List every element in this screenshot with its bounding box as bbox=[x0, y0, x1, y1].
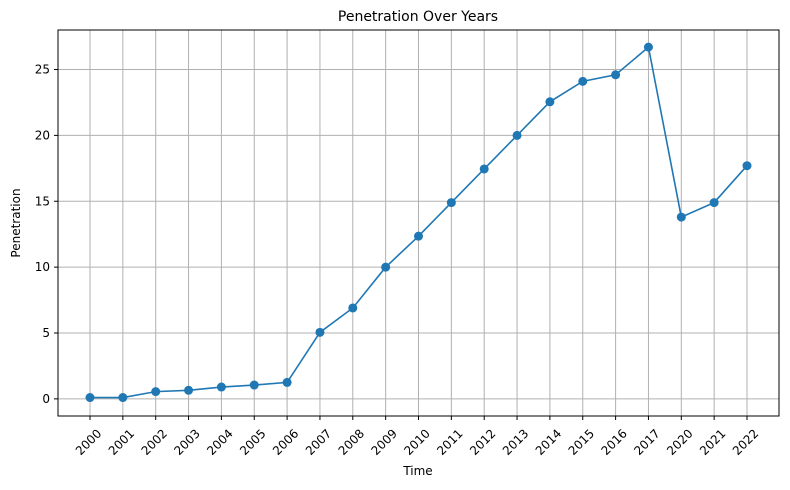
y-tick-label: 10 bbox=[35, 260, 50, 274]
data-point bbox=[578, 76, 588, 86]
y-tick-label: 15 bbox=[35, 194, 50, 208]
data-point bbox=[282, 377, 292, 387]
x-tick-label: 2007 bbox=[303, 426, 334, 457]
x-tick-label: 2001 bbox=[106, 426, 137, 457]
data-point bbox=[216, 382, 226, 392]
data-point bbox=[184, 385, 194, 395]
x-tick-label: 2014 bbox=[533, 426, 564, 457]
data-point bbox=[85, 393, 95, 403]
x-tick-label: 2003 bbox=[171, 426, 202, 457]
x-tick-label: 2000 bbox=[73, 426, 104, 457]
data-point bbox=[512, 130, 522, 140]
series-layer bbox=[85, 42, 752, 403]
x-tick-label: 2010 bbox=[401, 426, 432, 457]
data-point bbox=[545, 97, 555, 107]
y-tick-label: 20 bbox=[35, 128, 50, 142]
data-point bbox=[479, 164, 489, 174]
data-point bbox=[348, 303, 358, 313]
data-point bbox=[446, 198, 456, 208]
data-point bbox=[414, 231, 423, 241]
grid-layer bbox=[58, 30, 779, 416]
x-axis-label: Time bbox=[402, 464, 432, 478]
x-tick-label: 2004 bbox=[204, 426, 235, 457]
data-point bbox=[118, 393, 128, 403]
data-point bbox=[611, 70, 621, 80]
data-point bbox=[315, 327, 325, 337]
y-axis-label: Penetration bbox=[9, 188, 23, 257]
x-tick-label: 2011 bbox=[434, 426, 465, 457]
x-tick-label: 2012 bbox=[467, 426, 498, 457]
plot-frame bbox=[57, 29, 780, 417]
data-point bbox=[249, 380, 259, 390]
y-tick-label: 25 bbox=[35, 63, 50, 77]
x-tick-label: 2008 bbox=[336, 426, 367, 457]
x-tick-label: 2022 bbox=[730, 426, 761, 457]
x-tick-label: 2017 bbox=[631, 426, 662, 457]
x-tick-label: 2013 bbox=[500, 426, 531, 457]
x-tick-label: 2015 bbox=[566, 426, 597, 457]
x-tick-label: 2020 bbox=[664, 426, 695, 457]
x-tick-label: 2009 bbox=[368, 426, 399, 457]
y-tick-label: 0 bbox=[42, 392, 50, 406]
chart-title: Penetration Over Years bbox=[338, 9, 498, 25]
x-tick-label: 2016 bbox=[598, 426, 629, 457]
y-tick-label: 5 bbox=[42, 326, 50, 340]
data-point bbox=[381, 262, 391, 272]
data-point bbox=[643, 42, 653, 52]
data-point bbox=[676, 212, 686, 222]
data-point bbox=[151, 387, 161, 397]
x-tick-label: 2005 bbox=[237, 426, 268, 457]
x-tick-label: 2006 bbox=[270, 426, 301, 457]
data-point bbox=[709, 198, 719, 208]
data-point bbox=[742, 161, 752, 171]
x-tick-label: 2002 bbox=[139, 426, 170, 457]
x-tick-label: 2021 bbox=[697, 426, 728, 457]
